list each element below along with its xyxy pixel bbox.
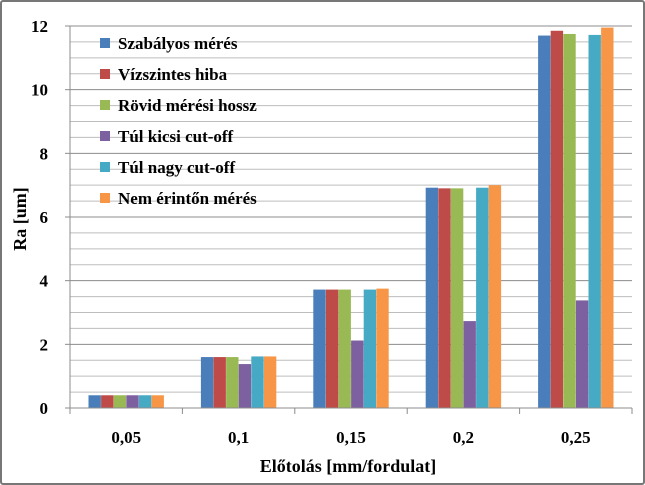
bar-4-4 — [463, 321, 476, 408]
bar-6-4 — [488, 185, 502, 408]
bar-2-5 — [550, 30, 564, 409]
x-tick-label: 0,1 — [228, 428, 249, 447]
bar-1-2 — [200, 357, 214, 408]
legend-swatch — [100, 162, 110, 172]
legend-swatch — [100, 131, 110, 141]
bar-2-3 — [325, 289, 339, 408]
y-tick-label: 4 — [40, 272, 49, 291]
bar-6-3 — [376, 288, 389, 408]
bar-4-3 — [351, 340, 364, 408]
bar-5-2 — [251, 356, 264, 408]
bar-5-1 — [138, 395, 152, 408]
x-axis-title: Előtolás [mm/fordulat] — [260, 456, 436, 476]
bar-1-3 — [313, 289, 326, 408]
y-tick-label: 10 — [31, 81, 48, 100]
x-tick-label: 0,05 — [111, 428, 141, 447]
legend-swatch — [100, 69, 110, 79]
bar-1-1 — [88, 395, 101, 408]
legend-label: Rövid mérési hossz — [118, 96, 257, 115]
y-tick-label: 0 — [40, 399, 49, 418]
bar-3-4 — [450, 188, 464, 408]
y-tick-label: 12 — [31, 17, 48, 36]
bar-6-5 — [601, 27, 614, 408]
legend-swatch — [100, 193, 110, 203]
legend-label: Vízszintes hiba — [118, 65, 228, 84]
y-tick-labels: 0 2 4 6 8 10 12 — [31, 17, 49, 418]
bar-4-1 — [126, 395, 139, 408]
bar-1-4 — [425, 187, 439, 408]
y-tick-label: 2 — [40, 335, 49, 354]
legend-label: Túl kicsi cut-off — [118, 127, 234, 146]
bar-5-5 — [588, 34, 601, 409]
bar-1-5 — [538, 35, 551, 409]
bar-6-2 — [263, 356, 277, 408]
bar-2-4 — [438, 188, 451, 408]
bar-3-2 — [226, 357, 239, 408]
bar-3-5 — [563, 33, 576, 408]
bar-4-5 — [575, 300, 589, 408]
bar-5-3 — [363, 289, 377, 408]
y-tick-label: 6 — [40, 208, 49, 227]
bar-6-1 — [151, 395, 164, 408]
legend-label: Túl nagy cut-off — [118, 158, 235, 177]
bar-3-3 — [338, 289, 351, 408]
legend-label: Szabályos mérés — [118, 34, 238, 53]
legend-swatch — [100, 38, 110, 48]
legend-swatch — [100, 100, 110, 110]
legend-label: Nem érintőn mérés — [118, 189, 257, 208]
y-tick-label: 8 — [40, 144, 49, 163]
x-tick-label: 0,25 — [561, 428, 591, 447]
x-tick-label: 0,15 — [336, 428, 366, 447]
bar-2-2 — [213, 357, 226, 408]
bar-2-1 — [101, 395, 114, 408]
x-tick-labels: 0,05 0,1 0,15 0,2 0,25 — [111, 428, 590, 447]
bar-4-2 — [238, 364, 252, 408]
bar-3-1 — [113, 395, 127, 408]
legend: Szabályos mérés Vízszintes hiba Rövid méré… — [100, 34, 257, 208]
x-tick-label: 0,2 — [453, 428, 474, 447]
bar-5-4 — [476, 187, 489, 408]
axes — [65, 25, 633, 414]
y-axis-title: Ra [um] — [10, 187, 30, 251]
bars — [88, 27, 614, 409]
